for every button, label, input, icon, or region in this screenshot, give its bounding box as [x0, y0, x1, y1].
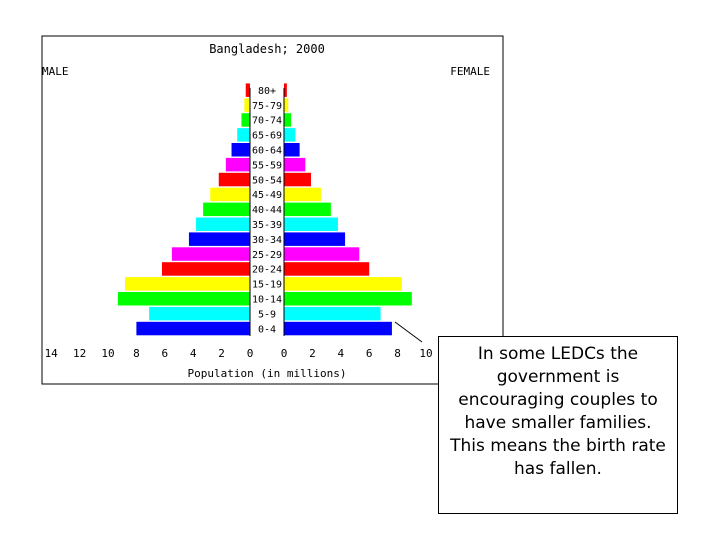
age-group-label: 65-69: [252, 131, 282, 142]
age-group-label: 40-44: [252, 205, 282, 216]
age-group-label: 60-64: [252, 146, 282, 157]
age-group-label: 10-14: [252, 295, 282, 306]
male-bar-10-14: [117, 292, 250, 306]
male-bar-75-79: [244, 98, 250, 112]
x-tick-label-female: 0: [281, 347, 288, 360]
x-tick-label-female: 2: [309, 347, 316, 360]
annotation-callout: In some LEDCs the government is encourag…: [438, 336, 678, 514]
x-tick-label-male: 2: [218, 347, 225, 360]
female-bar-20-24: [284, 262, 370, 276]
male-bar-25-29: [171, 247, 250, 261]
female-bar-40-44: [284, 202, 331, 217]
female-bar-30-34: [284, 232, 346, 246]
x-tick-label-male: 8: [133, 347, 140, 360]
age-group-label: 35-39: [252, 220, 282, 231]
male-bar-20-24: [161, 262, 250, 276]
callout-text: In some LEDCs the government is encourag…: [450, 344, 666, 479]
age-group-label: 50-54: [252, 175, 282, 186]
age-group-label: 20-24: [252, 265, 282, 276]
x-tick-label-male: 6: [161, 347, 168, 360]
age-group-label: 0-4: [258, 324, 276, 335]
female-bar-15-19: [284, 277, 402, 291]
age-group-label: 30-34: [252, 235, 282, 246]
female-bar-80+: [284, 83, 287, 97]
chart-frame: [41, 35, 504, 385]
x-tick-label-female: 6: [366, 347, 373, 360]
male-bar-45-49: [210, 187, 250, 202]
x-tick-label-male: 14: [45, 347, 59, 360]
callout-pointer: [394, 321, 423, 343]
age-group-label: 15-19: [252, 280, 282, 291]
male-bar-35-39: [196, 217, 250, 231]
x-tick-label-female: 8: [394, 347, 401, 360]
chart-title: Bangladesh; 2000: [209, 42, 325, 56]
x-axis-label: Population (in millions): [188, 367, 347, 380]
age-group-label: 5-9: [258, 309, 276, 320]
female-bar-35-39: [284, 217, 338, 231]
female-label: FEMALE: [450, 65, 490, 78]
female-bar-50-54: [284, 172, 311, 187]
x-tick-label-male: 0: [247, 347, 254, 360]
male-label: MALE: [42, 65, 69, 78]
age-group-label: 45-49: [252, 190, 282, 201]
male-bar-0-4: [136, 321, 250, 336]
male-bar-65-69: [237, 128, 250, 142]
age-group-label: 75-79: [252, 101, 282, 112]
age-group-label: 70-74: [252, 116, 282, 127]
male-bar-70-74: [241, 113, 250, 127]
female-bar-0-4: [284, 321, 392, 336]
male-bar-40-44: [203, 202, 250, 217]
female-bar-25-29: [284, 247, 360, 261]
male-bar-60-64: [231, 143, 250, 157]
female-bar-5-9: [284, 306, 381, 321]
age-group-label: 25-29: [252, 250, 282, 261]
male-bar-80+: [245, 83, 250, 97]
female-bar-45-49: [284, 187, 321, 202]
male-bar-50-54: [218, 172, 250, 187]
female-bar-65-69: [284, 128, 296, 142]
x-tick-label-male: 12: [73, 347, 86, 360]
female-bar-10-14: [284, 292, 412, 306]
x-tick-label-male: 4: [190, 347, 197, 360]
female-bar-70-74: [284, 113, 292, 127]
x-tick-label-female: 10: [419, 347, 432, 360]
female-bar-60-64: [284, 143, 300, 157]
male-bar-5-9: [149, 306, 250, 321]
x-tick-label-male: 10: [101, 347, 114, 360]
x-tick-label-female: 4: [337, 347, 344, 360]
male-bar-55-59: [225, 157, 250, 172]
male-bar-30-34: [188, 232, 250, 246]
male-bar-15-19: [125, 277, 250, 291]
age-group-label: 80+: [258, 86, 276, 97]
age-group-label: 55-59: [252, 160, 282, 171]
female-bar-75-79: [284, 98, 289, 112]
female-bar-55-59: [284, 157, 306, 172]
